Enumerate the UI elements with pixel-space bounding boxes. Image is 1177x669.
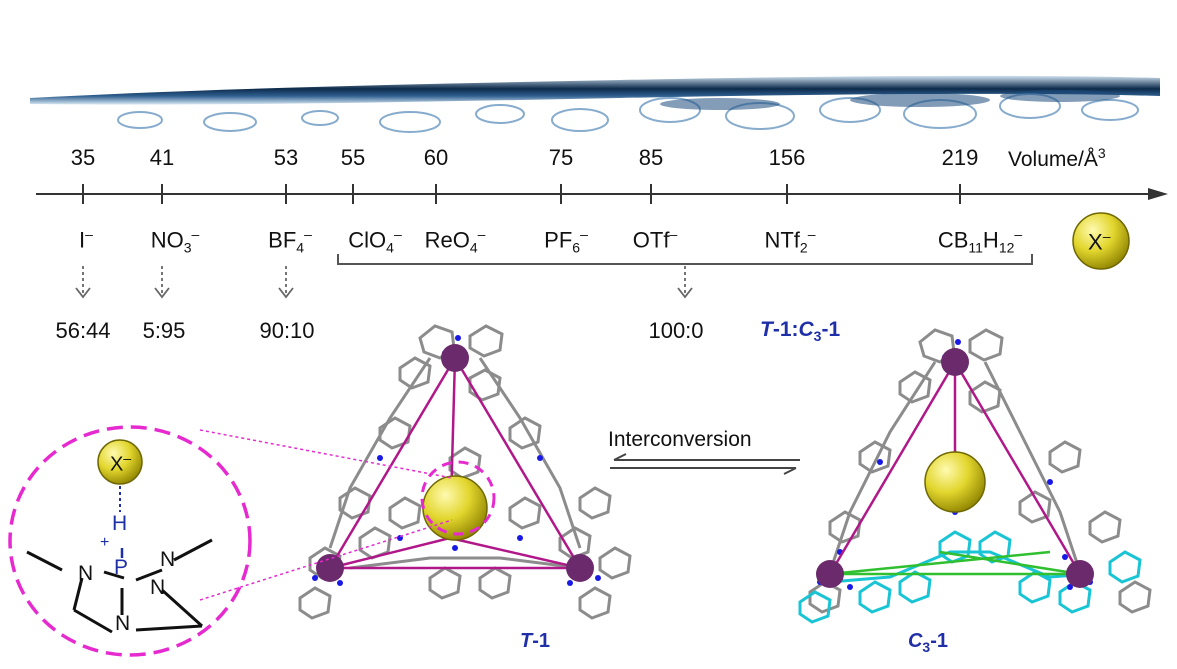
inset-h-atom: H xyxy=(112,512,128,535)
inset-n-right: N xyxy=(150,576,166,599)
equilibrium-arrows xyxy=(610,453,800,475)
volume-value-otf: 85 xyxy=(638,145,664,170)
anion-i: I– xyxy=(79,226,93,253)
inset-guest-label: X– xyxy=(110,450,132,476)
anion-bf4: BF4– xyxy=(268,226,312,256)
volume-axis xyxy=(36,184,1168,204)
volume-value-bf4: 53 xyxy=(273,145,299,170)
anion-otf: OTf– xyxy=(632,226,678,253)
volume-value-no3: 41 xyxy=(149,145,175,170)
anion-clo4: ClO4– xyxy=(348,226,402,256)
ratio-bf4: 90:10 xyxy=(259,318,315,343)
volume-value-ntf2: 156 xyxy=(768,145,806,170)
inset-n-right-top: N xyxy=(160,548,176,571)
cage-c3-1-label: C3-1 xyxy=(907,630,949,655)
interconversion-label: Interconversion xyxy=(608,428,752,451)
inset-guide-lines xyxy=(199,429,453,601)
volume-value-pf6: 75 xyxy=(548,145,574,170)
anion-cb11h12: CB11H12– xyxy=(937,226,1023,256)
anion-reo4: ReO4– xyxy=(424,226,486,256)
cage-c3-1-structure xyxy=(798,328,1152,624)
volume-value-reo4: 60 xyxy=(423,145,449,170)
guest-sphere-icon xyxy=(1072,212,1130,270)
inset-p-atom: P xyxy=(114,556,129,579)
inset-plus-charge: + xyxy=(100,534,110,551)
volume-value-cb11h12: 219 xyxy=(941,145,979,170)
volume-value-i: 35 xyxy=(70,145,96,170)
ratio-no3: 5:95 xyxy=(142,318,186,343)
cage-t1-label: T-1 xyxy=(519,630,551,652)
volume-value-clo4: 55 xyxy=(340,145,366,170)
axis-title: Volume/Å3 xyxy=(1008,145,1106,171)
inset-n-bottom: N xyxy=(115,612,131,635)
anion-no3: NO3– xyxy=(150,226,200,256)
anion-ntf2: NTf2– xyxy=(764,226,816,256)
guest-label: X– xyxy=(1088,228,1111,255)
bracket-and-arrows xyxy=(75,254,1033,299)
cage-t1-structure xyxy=(298,324,632,620)
inset-n-left: N xyxy=(78,562,94,585)
binding-site-inset xyxy=(8,425,252,657)
ratio-i: 56:44 xyxy=(55,318,111,343)
ratio-others: 100:0 xyxy=(648,318,704,343)
ratio-label: T-1:C3-1 xyxy=(760,318,841,345)
anion-pf6: PF6– xyxy=(544,226,588,256)
droplet-banner-image xyxy=(30,75,1160,133)
